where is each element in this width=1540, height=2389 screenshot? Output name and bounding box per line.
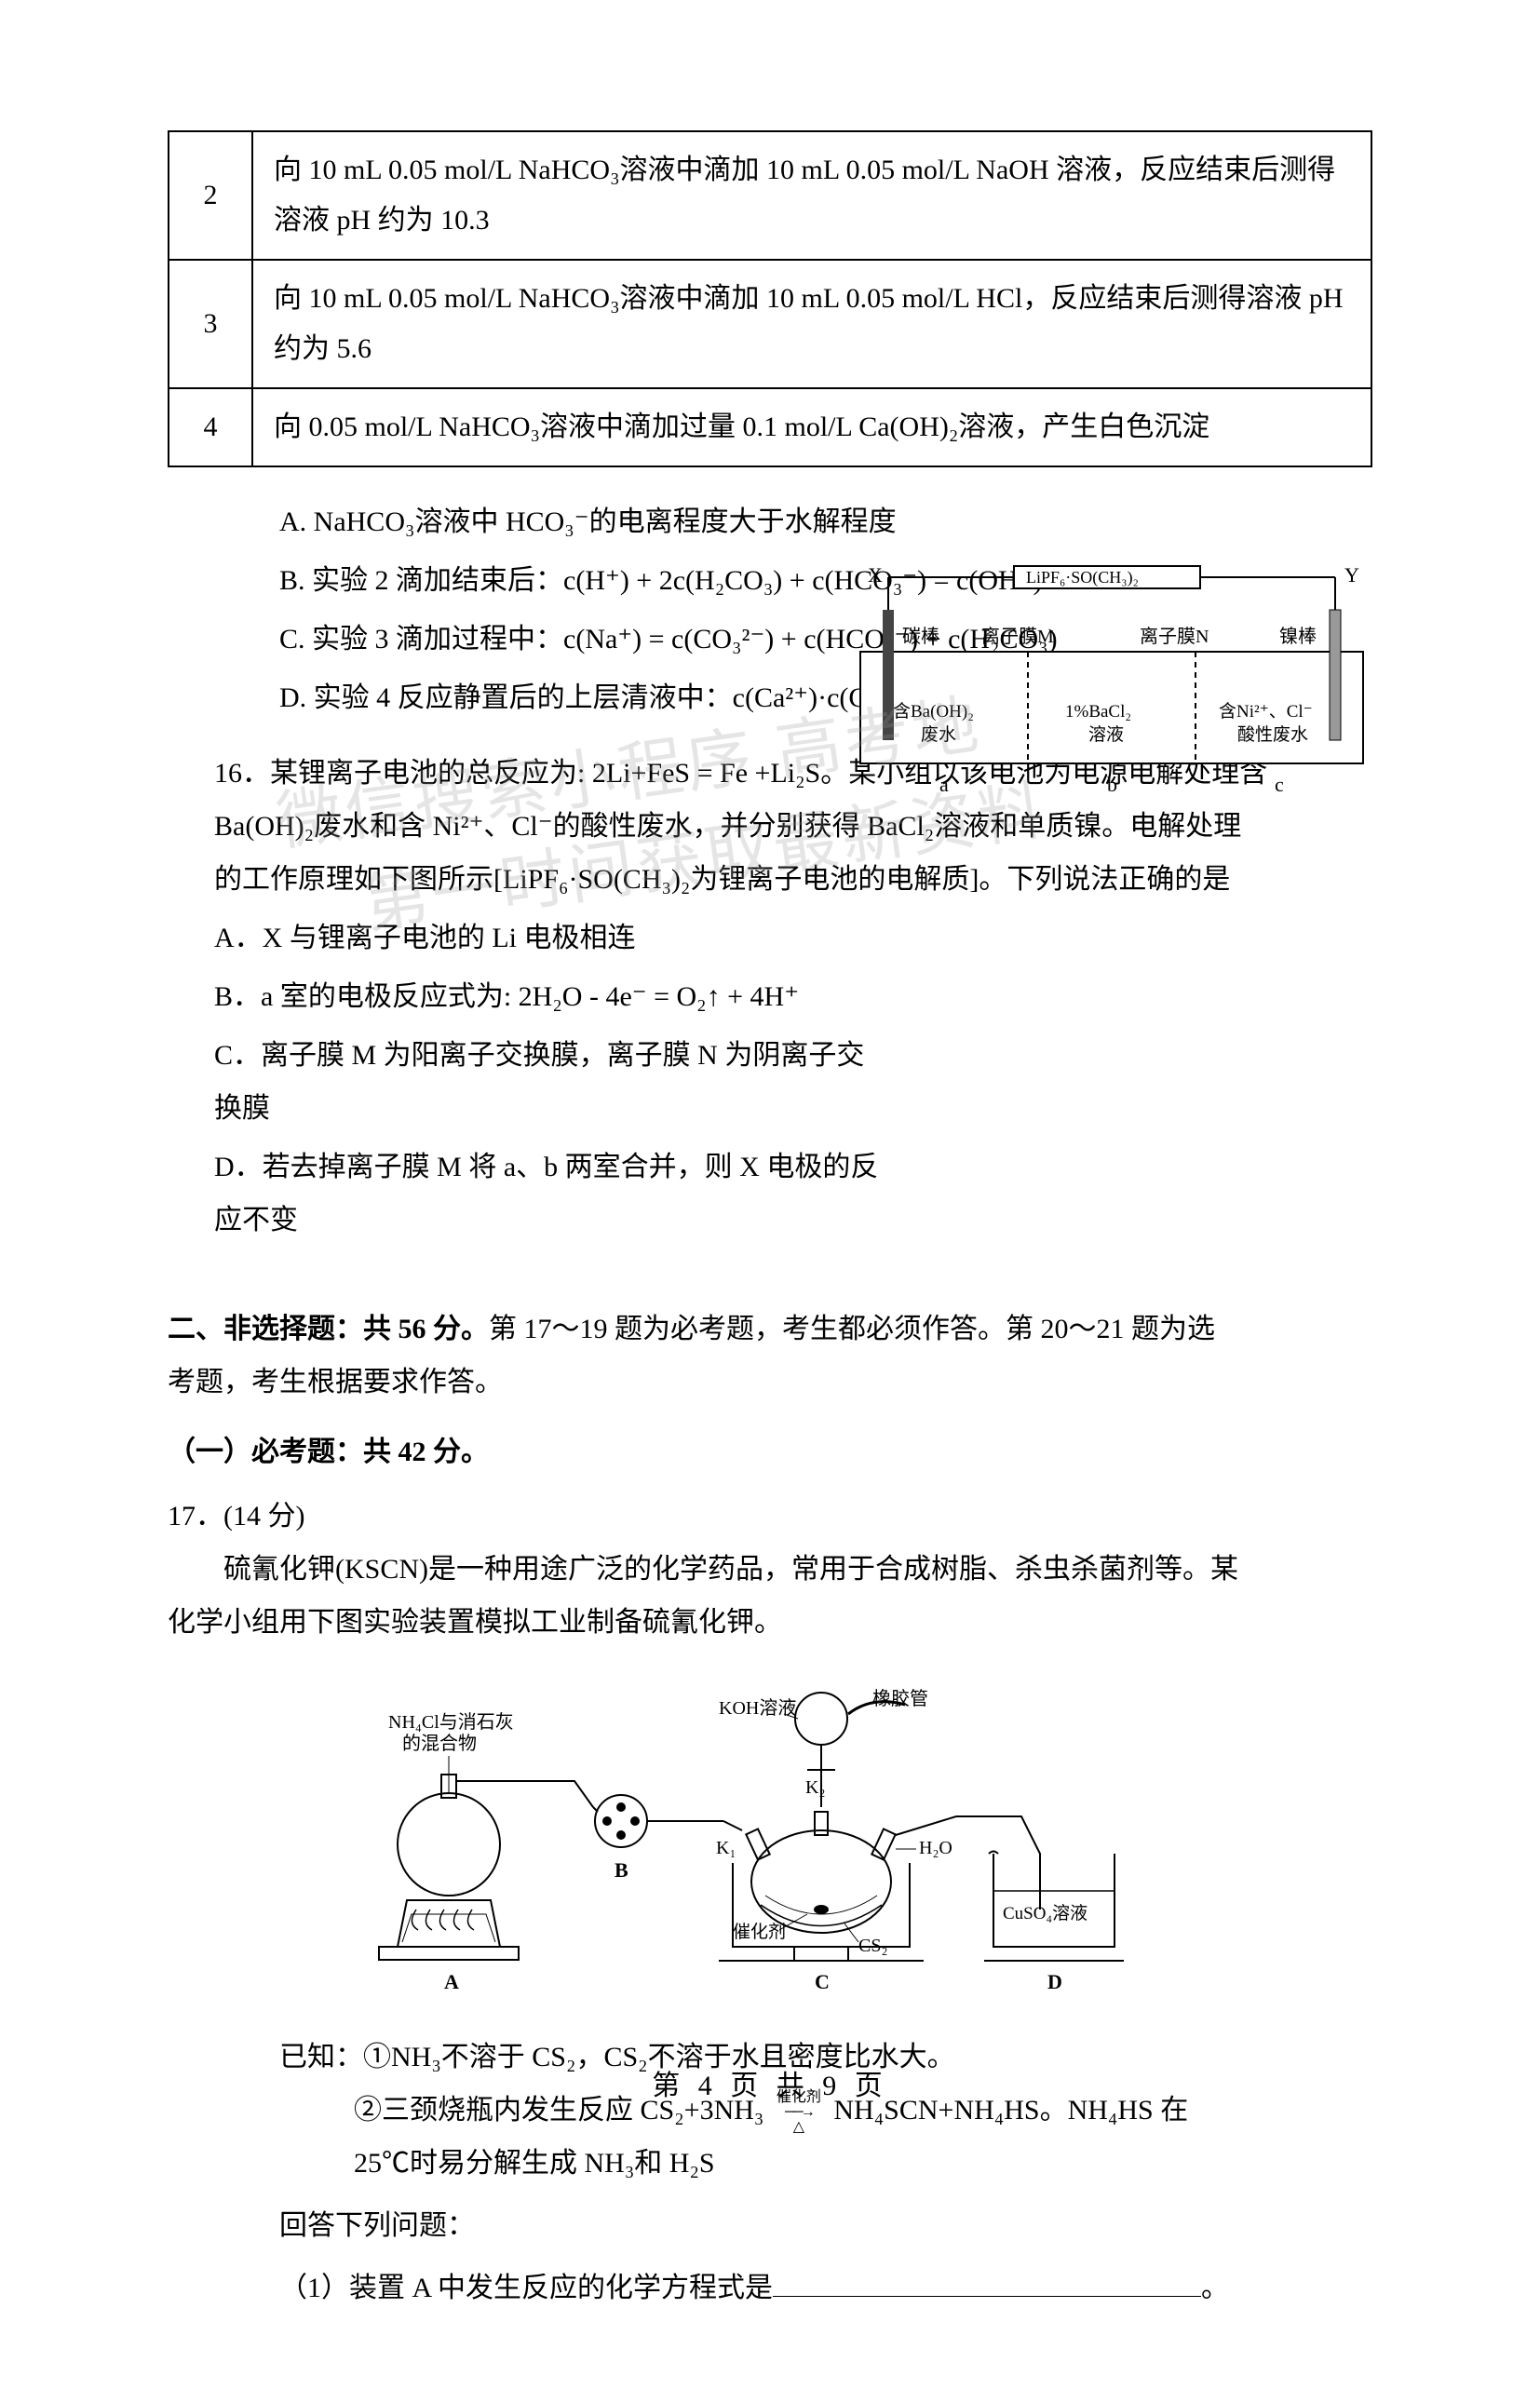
cell-a: a xyxy=(939,773,949,796)
q16-option-b: B．a 室的电极反应式为: 2H₂O - 4e⁻ = O₂↑ + 4H⁺ xyxy=(214,970,885,1023)
carbon-label: 碳棒 xyxy=(902,626,939,647)
label-b: B xyxy=(615,1858,628,1882)
experiment-table: 2 向 10 mL 0.05 mol/L NaHCO₃溶液中滴加 10 mL 0… xyxy=(168,130,1372,467)
flask-c: 催化剂 CS₂ H₂O C xyxy=(719,1812,952,1993)
label-koh: KOH溶液 xyxy=(719,1697,796,1719)
q17-intro2: 化学小组用下图实验装置模拟工业制备硫氰化钾。 xyxy=(168,1596,1372,1649)
label-h2o: H₂O xyxy=(919,1838,952,1858)
membrane-m: 离子膜M xyxy=(981,626,1054,647)
q1a: （1）装置 A 中发生反应的化学方程式是 xyxy=(279,2273,773,2303)
row-number: 2 xyxy=(169,131,252,260)
row-text: 向 10 mL 0.05 mol/L NaHCO₃溶液中滴加 10 mL 0.0… xyxy=(252,260,1371,388)
section2-rest2: 考题，考生根据要求作答。 xyxy=(168,1356,1372,1409)
known3: 25℃时易分解生成 NH₃和 H₂S xyxy=(168,2137,1372,2190)
cell-a-top: 含Ba(OH)₂ xyxy=(893,701,974,722)
cell-b: b xyxy=(1107,773,1117,796)
valve-b: B xyxy=(593,1795,723,1882)
cell-a-bot: 废水 xyxy=(921,724,956,745)
q17-q1: （1）装置 A 中发生反应的化学方程式是 。 xyxy=(168,2261,1372,2315)
page-content: 2 向 10 mL 0.05 mol/L NaHCO₃溶液中滴加 10 mL 0… xyxy=(0,0,1540,2389)
label-mix-1: NH₄Cl与消石灰 xyxy=(388,1711,514,1733)
table-row: 2 向 10 mL 0.05 mol/L NaHCO₃溶液中滴加 10 mL 0… xyxy=(169,131,1371,260)
q16-option-d: D．若去掉离子膜 M 将 a、b 两室合并，则 X 电极的反应不变 xyxy=(214,1141,885,1247)
label-rubber: 橡胶管 xyxy=(872,1688,928,1709)
label-mix-2: 的混合物 xyxy=(402,1733,477,1754)
membrane-n: 离子膜N xyxy=(1140,626,1209,647)
q17-answer-prompt: 回答下列问题： xyxy=(168,2199,1372,2252)
q1b: 。 xyxy=(1201,2273,1229,2303)
answer-blank xyxy=(773,2269,1201,2297)
electrolysis-diagram: LiPF₆·SO(CH₃)₂ X Y 碳棒 离子膜M 离子膜N 镍棒 含Ba(O… xyxy=(851,559,1372,819)
q16-option-c: C．离子膜 M 为阳离子交换膜，离子膜 N 为阴离子交换膜 xyxy=(214,1029,885,1135)
table-row: 3 向 10 mL 0.05 mol/L NaHCO₃溶液中滴加 10 mL 0… xyxy=(169,260,1371,388)
x-label: X xyxy=(868,563,883,587)
label-k2: K₂ xyxy=(805,1777,825,1798)
q16-num: 16． xyxy=(214,758,270,789)
beaker-d: CuSO₄溶液 D xyxy=(984,1852,1124,1994)
option-a: A. NaHCO₃溶液中 HCO₃⁻的电离程度大于水解程度 xyxy=(279,495,1372,548)
nickel-label: 镍棒 xyxy=(1279,626,1317,647)
q16-option-a: A．X 与锂离子电池的 Li 电极相连 xyxy=(214,911,885,965)
section2-sub: （一）必考题：共 42 分。 xyxy=(168,1425,1372,1478)
label-catalyst: 催化剂 xyxy=(733,1922,786,1942)
cell-b-top: 1%BaCl₂ xyxy=(1065,702,1131,722)
apparatus-a: NH₄Cl与消石灰 的混合物 A xyxy=(379,1711,593,1993)
label-cuso4: CuSO₄溶液 xyxy=(1003,1903,1087,1923)
row-number: 4 xyxy=(169,388,252,466)
q16: 16．某锂离子电池的总反应为: 2Li+FeS = Fe +Li₂S。某小组以该… xyxy=(168,747,1372,1247)
y-label: Y xyxy=(1344,563,1359,587)
section2-rest1: 第 17～19 题为必考题，考生都必须作答。第 20～21 题为选 xyxy=(489,1314,1215,1344)
q17-num: 17．(14 分) xyxy=(168,1490,1372,1543)
cond-bot: △ xyxy=(793,2119,804,2135)
row-text: 向 10 mL 0.05 mol/L NaHCO₃溶液中滴加 10 mL 0.0… xyxy=(252,131,1371,260)
cell-c-bot: 酸性废水 xyxy=(1237,724,1308,745)
row-text: 向 0.05 mol/L NaHCO₃溶液中滴加过量 0.1 mol/L Ca(… xyxy=(252,388,1371,466)
label-d: D xyxy=(1047,1970,1062,1993)
cell-c: c xyxy=(1275,773,1284,796)
q17-intro1: 硫氰化钾(KSCN)是一种用途广泛的化学药品，常用于合成树脂、杀虫杀菌剂等。某 xyxy=(168,1543,1372,1596)
page-number: 第 4 页 共 9 页 xyxy=(0,2062,1540,2103)
label-c: C xyxy=(815,1970,830,1993)
row-number: 3 xyxy=(169,260,252,388)
apparatus-diagram: NH₄Cl与消石灰 的混合物 A B K₁ xyxy=(351,1667,1189,2021)
cell-c-top: 含Ni²⁺、Cl⁻ xyxy=(1219,701,1313,722)
label-a: A xyxy=(444,1970,459,1993)
section2-heading: 二、非选择题：共 56 分。第 17～19 题为必考题，考生都必须作答。第 20… xyxy=(168,1302,1372,1356)
q16-line3: 的工作原理如下图所示[LiPF₆·SO(CH₃)₂为锂离子电池的电解质]。下列说… xyxy=(214,853,1372,906)
section2-bold: 二、非选择题：共 56 分。 xyxy=(168,1314,489,1344)
table-row: 4 向 0.05 mol/L NaHCO₃溶液中滴加过量 0.1 mol/L C… xyxy=(169,388,1371,466)
electrolyte-label: LiPF₆·SO(CH₃)₂ xyxy=(1026,568,1139,587)
cell-b-bot: 溶液 xyxy=(1088,724,1124,745)
label-k1: K₁ xyxy=(716,1838,736,1858)
